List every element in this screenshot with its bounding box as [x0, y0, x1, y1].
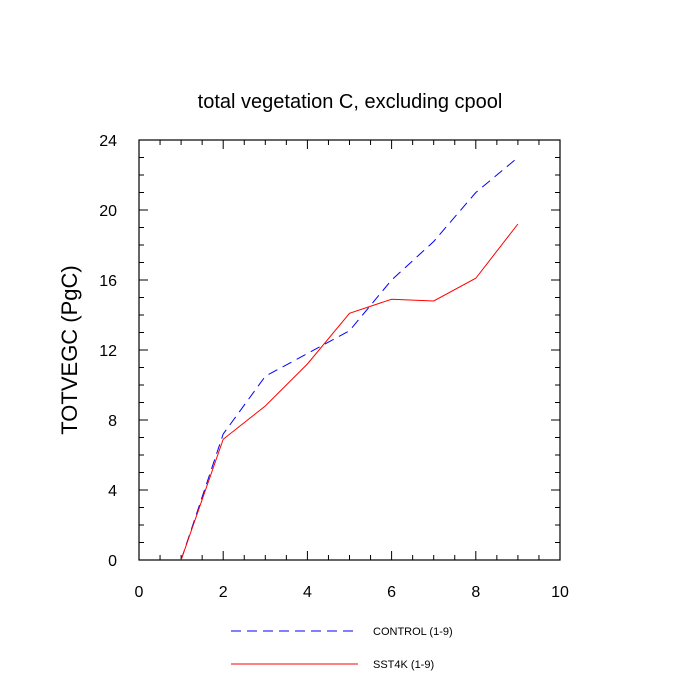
legend: CONTROL (1-9) SST4K (1-9) [231, 626, 453, 671]
y-tick-label: 4 [108, 483, 117, 500]
x-tick-label: 2 [219, 584, 228, 601]
y-axis-label: TOTVEGC (PgC) [57, 265, 82, 435]
chart-title: total vegetation C, excluding cpool [198, 91, 503, 113]
y-tick-label: 16 [99, 273, 117, 290]
x-tick-label: 0 [135, 584, 144, 601]
x-tick-label: 4 [303, 584, 312, 601]
y-tick-label: 20 [99, 203, 117, 220]
y-tick-label: 8 [108, 413, 117, 430]
y-tick-label: 0 [108, 553, 117, 570]
series-line-sst4k [180, 223, 519, 561]
series-line-control [180, 157, 519, 561]
y-tick-label: 12 [99, 343, 117, 360]
legend-label: SST4K (1-9) [373, 659, 434, 671]
legend-label: CONTROL (1-9) [373, 626, 453, 638]
y-tick-label: 24 [99, 133, 117, 150]
x-tick-label: 6 [387, 584, 396, 601]
x-tick-label: 10 [551, 584, 569, 601]
x-tick-label: 8 [471, 584, 480, 601]
